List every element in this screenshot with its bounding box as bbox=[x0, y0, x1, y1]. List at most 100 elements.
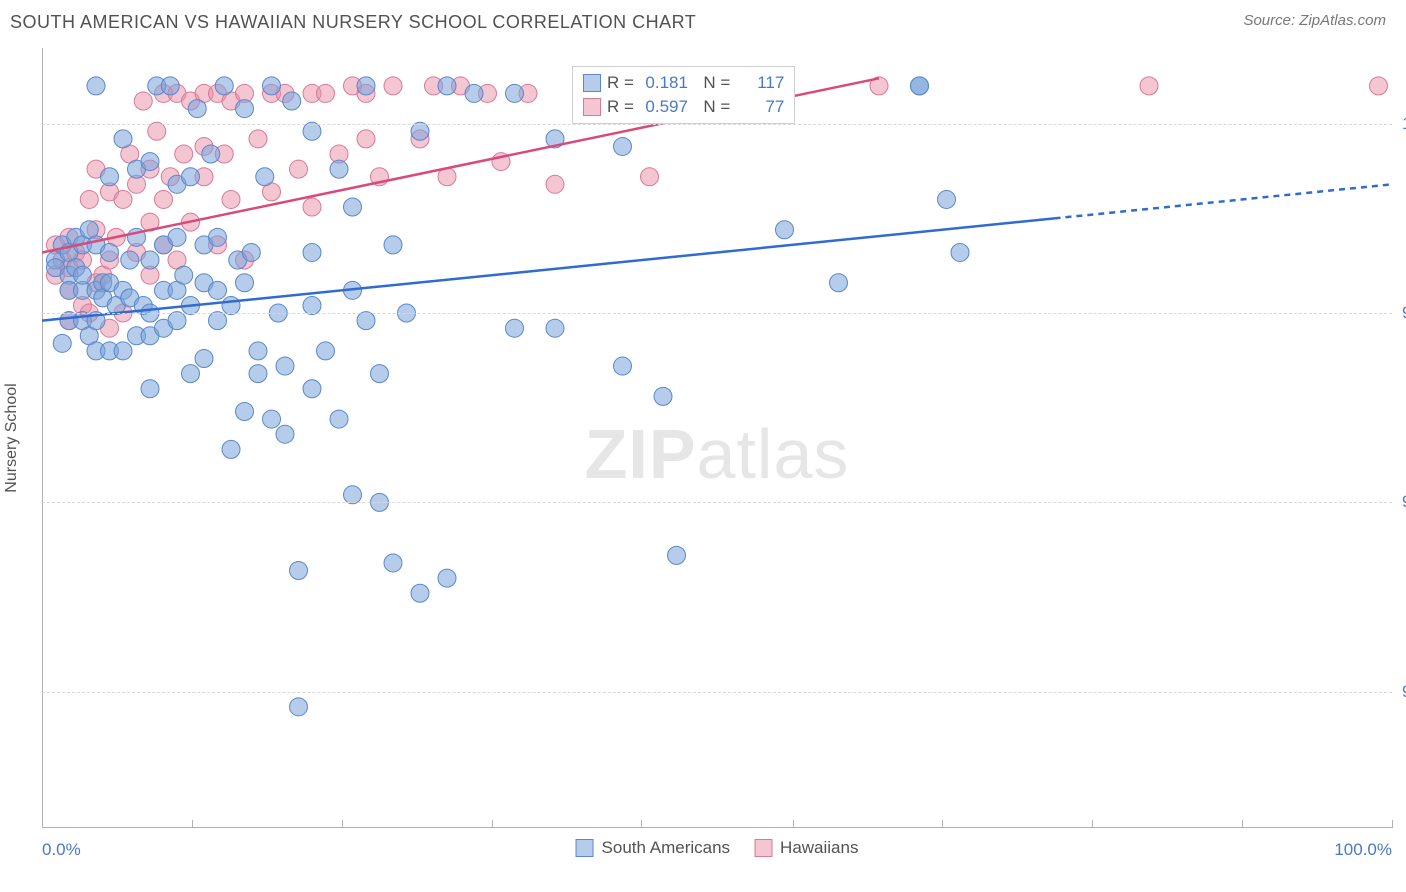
scatter-point bbox=[215, 77, 233, 95]
x-tick bbox=[1242, 820, 1243, 828]
scatter-point bbox=[141, 380, 159, 398]
scatter-point bbox=[249, 130, 267, 148]
x-tick bbox=[793, 820, 794, 828]
r-value-blue: 0.181 bbox=[640, 73, 688, 93]
r-label: R = bbox=[607, 97, 634, 117]
scatter-point bbox=[411, 122, 429, 140]
y-tick-label: 100.0% bbox=[1402, 114, 1406, 134]
scatter-point bbox=[614, 357, 632, 375]
scatter-point bbox=[303, 296, 321, 314]
scatter-point bbox=[438, 569, 456, 587]
scatter-point bbox=[438, 77, 456, 95]
series-name-blue: South Americans bbox=[602, 838, 731, 858]
scatter-point bbox=[202, 145, 220, 163]
scatter-point bbox=[668, 546, 686, 564]
n-label: N = bbox=[694, 97, 730, 117]
grid-line bbox=[42, 692, 1392, 693]
scatter-point bbox=[114, 342, 132, 360]
scatter-point bbox=[357, 130, 375, 148]
scatter-point bbox=[506, 84, 524, 102]
scatter-point bbox=[330, 160, 348, 178]
x-tick bbox=[641, 820, 642, 828]
scatter-point bbox=[276, 425, 294, 443]
legend-swatch-blue bbox=[576, 839, 594, 857]
x-axis-max-label: 100.0% bbox=[1334, 840, 1392, 860]
scatter-point bbox=[141, 251, 159, 269]
scatter-point bbox=[546, 175, 564, 193]
y-tick-label: 92.5% bbox=[1402, 682, 1406, 702]
scatter-point bbox=[155, 190, 173, 208]
scatter-point bbox=[330, 410, 348, 428]
plot-container: Nursery School ZIPatlas R = 0.181 N = 11… bbox=[42, 48, 1392, 828]
scatter-point bbox=[357, 77, 375, 95]
x-tick bbox=[42, 820, 43, 828]
scatter-point bbox=[641, 168, 659, 186]
scatter-point bbox=[182, 168, 200, 186]
r-label: R = bbox=[607, 73, 634, 93]
scatter-point bbox=[465, 84, 483, 102]
regression-line-dashed bbox=[1055, 184, 1393, 218]
series-legend: South Americans Hawaiians bbox=[576, 838, 859, 858]
x-tick bbox=[1092, 820, 1093, 828]
scatter-point bbox=[303, 198, 321, 216]
chart-source: Source: ZipAtlas.com bbox=[1243, 12, 1386, 29]
scatter-point bbox=[506, 319, 524, 337]
scatter-point bbox=[87, 77, 105, 95]
scatter-point bbox=[776, 221, 794, 239]
scatter-point bbox=[114, 190, 132, 208]
scatter-point bbox=[1140, 77, 1158, 95]
scatter-point bbox=[1370, 77, 1388, 95]
scatter-point bbox=[830, 274, 848, 292]
scatter-point bbox=[344, 198, 362, 216]
scatter-point bbox=[911, 77, 929, 95]
scatter-point bbox=[222, 190, 240, 208]
n-value-blue: 117 bbox=[736, 73, 784, 93]
scatter-point bbox=[74, 266, 92, 284]
n-value-pink: 77 bbox=[736, 97, 784, 117]
scatter-point bbox=[175, 145, 193, 163]
scatter-point bbox=[303, 243, 321, 261]
scatter-point bbox=[276, 357, 294, 375]
x-axis-min-label: 0.0% bbox=[42, 840, 81, 860]
scatter-point bbox=[384, 554, 402, 572]
scatter-point bbox=[209, 312, 227, 330]
x-tick bbox=[942, 820, 943, 828]
series-legend-item-2: Hawaiians bbox=[754, 838, 858, 858]
y-tick-label: 97.5% bbox=[1402, 303, 1406, 323]
scatter-point bbox=[175, 266, 193, 284]
scatter-point bbox=[951, 243, 969, 261]
scatter-point bbox=[236, 402, 254, 420]
scatter-point bbox=[303, 122, 321, 140]
chart-header: SOUTH AMERICAN VS HAWAIIAN NURSERY SCHOO… bbox=[10, 12, 1396, 40]
scatter-point bbox=[317, 84, 335, 102]
scatter-point bbox=[283, 92, 301, 110]
scatter-point bbox=[195, 349, 213, 367]
legend-swatch-pink bbox=[754, 839, 772, 857]
scatter-point bbox=[344, 486, 362, 504]
grid-line bbox=[42, 124, 1392, 125]
scatter-point bbox=[209, 228, 227, 246]
scatter-point bbox=[290, 160, 308, 178]
scatter-point bbox=[168, 228, 186, 246]
scatter-point bbox=[161, 77, 179, 95]
scatter-point bbox=[148, 122, 166, 140]
x-tick bbox=[342, 820, 343, 828]
plot-svg bbox=[42, 48, 1392, 828]
scatter-point bbox=[263, 77, 281, 95]
scatter-point bbox=[614, 137, 632, 155]
scatter-point bbox=[256, 168, 274, 186]
scatter-point bbox=[411, 584, 429, 602]
scatter-point bbox=[384, 236, 402, 254]
x-tick bbox=[192, 820, 193, 828]
scatter-point bbox=[384, 77, 402, 95]
x-tick bbox=[1392, 820, 1393, 828]
series-name-pink: Hawaiians bbox=[780, 838, 858, 858]
scatter-point bbox=[290, 562, 308, 580]
scatter-point bbox=[209, 281, 227, 299]
legend-swatch-pink bbox=[583, 98, 601, 116]
scatter-point bbox=[53, 334, 71, 352]
scatter-point bbox=[101, 243, 119, 261]
scatter-point bbox=[290, 698, 308, 716]
scatter-point bbox=[114, 130, 132, 148]
n-label: N = bbox=[694, 73, 730, 93]
